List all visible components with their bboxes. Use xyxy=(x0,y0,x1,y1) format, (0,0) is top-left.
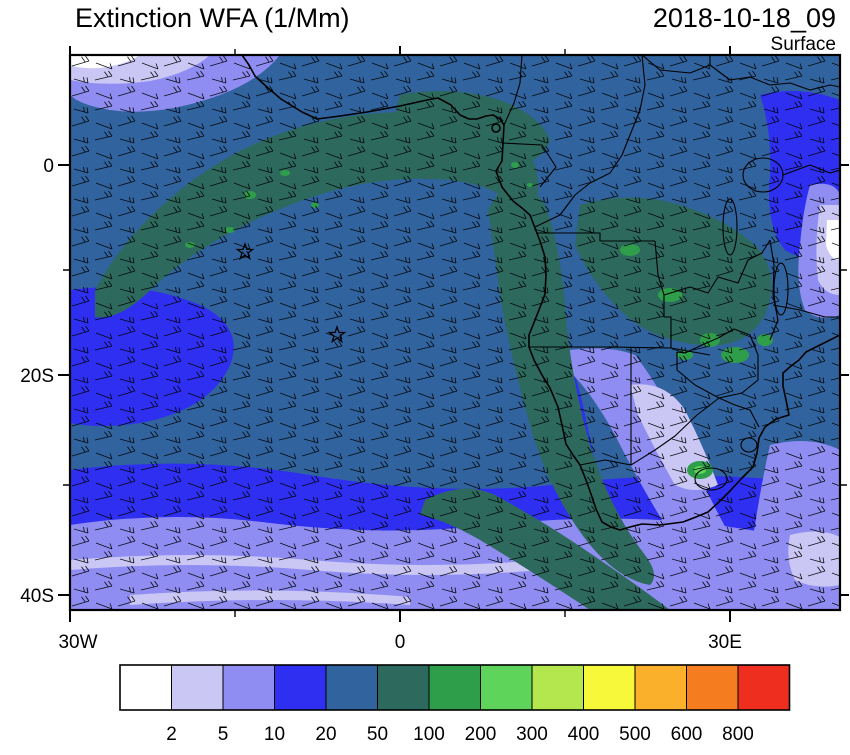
y-tick-label-40s: 40S xyxy=(20,586,54,607)
star-marker-1 xyxy=(235,242,255,261)
x-axis-labels: 30W 0 30E xyxy=(58,632,741,653)
x-tick-label-30w: 30W xyxy=(58,632,97,653)
colorbar-labels: 2 5 10 20 50 100 200 300 400 500 600 800 xyxy=(166,724,754,745)
plot-level-label: Surface xyxy=(771,34,836,55)
colorbar-label: 2 xyxy=(166,724,177,745)
star-marker-2 xyxy=(327,325,347,344)
wind-barbs-overlay xyxy=(70,55,840,610)
colorbar-label: 20 xyxy=(315,724,336,745)
colorbar-cell xyxy=(428,664,481,711)
map-panel xyxy=(70,55,840,610)
colorbar-frame xyxy=(119,664,791,711)
colorbar-cell xyxy=(531,664,584,711)
colorbar-label: 800 xyxy=(722,724,754,745)
colorbar-label: 300 xyxy=(516,724,548,745)
colorbar-cell xyxy=(377,664,430,711)
y-tick-label-20s: 20S xyxy=(20,366,54,387)
plot-datetime: 2018-10-18_09 xyxy=(653,3,836,33)
colorbar-cell xyxy=(737,664,790,711)
colorbar xyxy=(119,664,791,711)
colorbar-label: 50 xyxy=(367,724,388,745)
colorbar-cell xyxy=(171,664,224,711)
colorbar-cell xyxy=(274,664,327,711)
colorbar-cell xyxy=(119,664,172,711)
star-markers xyxy=(235,242,347,344)
colorbar-label: 400 xyxy=(568,724,600,745)
axis-minor-ticks xyxy=(63,49,847,617)
colorbar-cell xyxy=(325,664,378,711)
colorbar-cell xyxy=(222,664,275,711)
map-frame xyxy=(68,53,842,612)
y-tick-label-0: 0 xyxy=(43,156,54,177)
colorbar-label: 100 xyxy=(413,724,445,745)
colorbar-cell xyxy=(686,664,739,711)
colorbar-label: 5 xyxy=(218,724,229,745)
x-tick-label-30e: 30E xyxy=(708,632,742,653)
colorbar-label: 10 xyxy=(264,724,285,745)
colorbar-cell xyxy=(634,664,687,711)
colorbar-label: 200 xyxy=(465,724,497,745)
axis-ticks xyxy=(58,46,849,622)
plot-title: Extinction WFA (1/Mm) xyxy=(75,3,350,33)
colorbar-cell xyxy=(480,664,533,711)
colorbar-label: 600 xyxy=(671,724,703,745)
colorbar-cell xyxy=(583,664,636,711)
y-axis-labels: 0 20S 40S xyxy=(20,156,54,607)
colorbar-label: 500 xyxy=(619,724,651,745)
x-tick-label-0: 0 xyxy=(395,632,406,653)
